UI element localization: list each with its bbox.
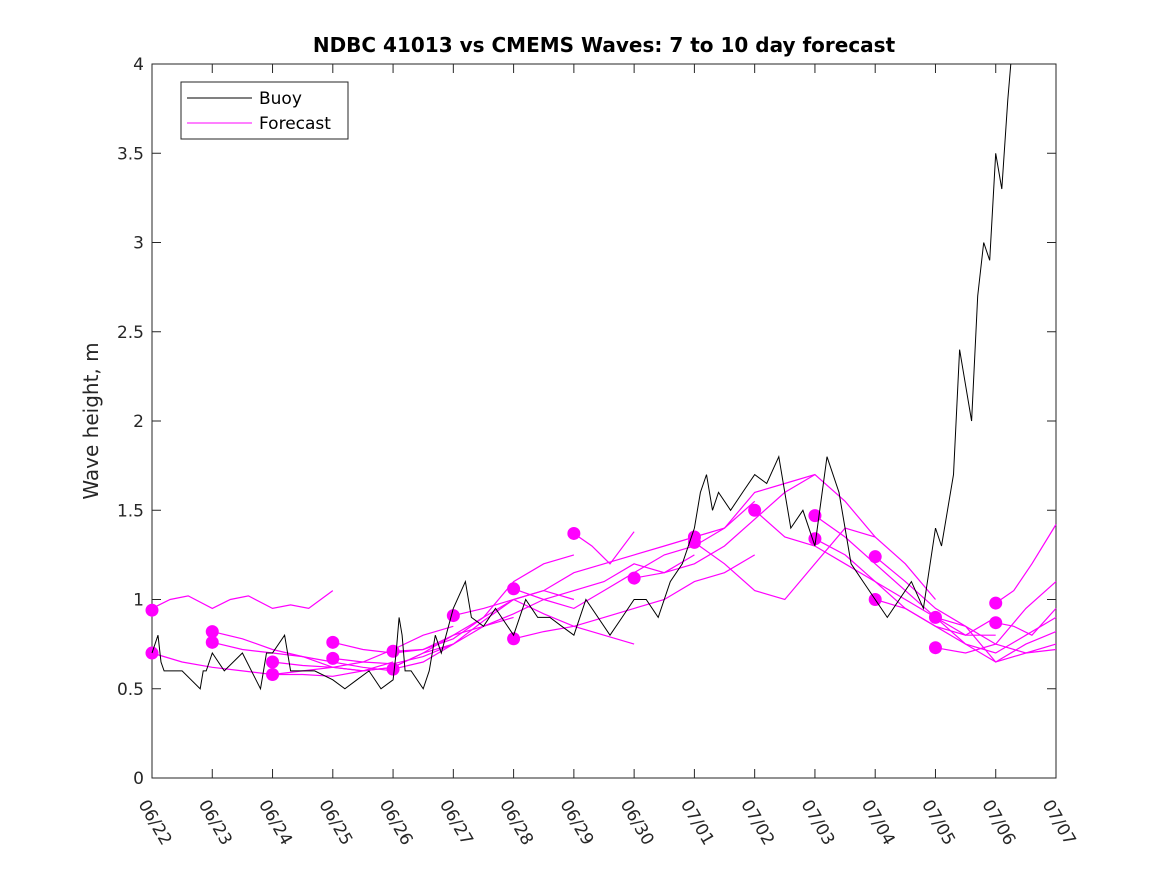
legend: Buoy Forecast — [180, 81, 349, 140]
forecast-start-marker — [205, 625, 219, 639]
forecast-line — [995, 607, 1057, 636]
plot-lines — [145, 63, 1057, 691]
forecast-start-marker — [326, 635, 340, 649]
forecast-line — [694, 473, 876, 538]
forecast-start-marker — [145, 646, 159, 660]
forecast-start-marker — [446, 609, 460, 623]
forecast-start-marker — [507, 582, 521, 596]
y-tick-label: 1.5 — [117, 501, 144, 521]
legend-forecast-label: Forecast — [259, 114, 331, 134]
y-tick-label: 0.5 — [117, 680, 144, 700]
forecast-start-marker — [567, 526, 581, 540]
forecast-line — [332, 554, 575, 654]
forecast-start-marker — [989, 616, 1003, 630]
forecast-start-marker — [928, 610, 942, 624]
forecast-start-marker — [386, 662, 400, 676]
forecast-line — [513, 554, 756, 640]
buoy-line — [151, 63, 1012, 691]
forecast-line — [995, 524, 1057, 604]
forecast-start-marker — [386, 644, 400, 658]
forecast-start-marker — [928, 641, 942, 655]
y-axis-label: Wave height, m — [79, 342, 103, 499]
y-tick-label: 2 — [133, 412, 144, 432]
y-tick-label: 0 — [133, 769, 144, 789]
y-tick-label: 4 — [133, 55, 144, 75]
forecast-start-marker — [507, 632, 521, 646]
chart-title: NDBC 41013 vs CMEMS Waves: 7 to 10 day f… — [313, 33, 896, 57]
forecast-start-marker — [748, 503, 762, 517]
forecast-start-marker — [266, 655, 280, 669]
forecast-start-marker — [266, 667, 280, 681]
forecast-start-marker — [145, 603, 159, 617]
forecast-line — [453, 536, 695, 617]
forecast-line — [694, 527, 936, 601]
y-tick-label: 3 — [133, 234, 144, 254]
forecast-start-marker — [205, 635, 219, 649]
forecast-start-marker — [326, 651, 340, 665]
forecast-line — [573, 531, 635, 565]
y-tick-label: 3.5 — [117, 144, 144, 164]
plot-area — [151, 63, 1057, 779]
forecast-line — [875, 598, 1057, 663]
forecast-start-marker — [868, 550, 882, 564]
forecast-line — [935, 616, 1057, 663]
forecast-start-marker — [989, 596, 1003, 610]
legend-box — [180, 81, 349, 140]
legend-buoy-label: Buoy — [259, 89, 302, 109]
y-tick-label: 1 — [133, 591, 144, 611]
forecast-line — [151, 590, 334, 610]
forecast-start-marker — [627, 571, 641, 585]
forecast-line — [935, 581, 1057, 654]
y-tick-label: 2.5 — [117, 323, 144, 343]
